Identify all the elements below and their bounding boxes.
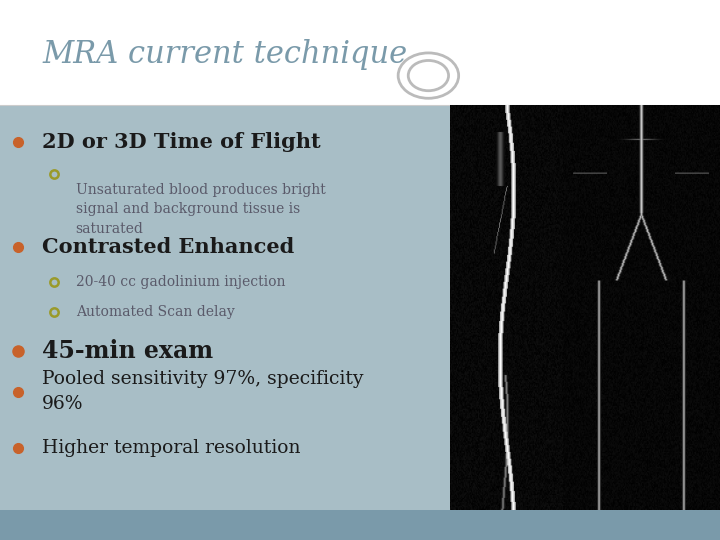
FancyBboxPatch shape xyxy=(0,510,720,540)
Text: Automated Scan delay: Automated Scan delay xyxy=(76,305,234,319)
FancyBboxPatch shape xyxy=(450,105,720,510)
Text: Higher temporal resolution: Higher temporal resolution xyxy=(42,439,300,457)
Text: Pooled sensitivity 97%, specificity
96%: Pooled sensitivity 97%, specificity 96% xyxy=(42,370,364,413)
FancyBboxPatch shape xyxy=(0,0,720,105)
Text: 20-40 cc gadolinium injection: 20-40 cc gadolinium injection xyxy=(76,275,285,289)
Text: Unsaturated blood produces bright
signal and background tissue is
saturated: Unsaturated blood produces bright signal… xyxy=(76,183,325,235)
Text: 45-min exam: 45-min exam xyxy=(42,339,213,363)
Text: MRA current technique: MRA current technique xyxy=(42,39,408,70)
Text: 2D or 3D Time of Flight: 2D or 3D Time of Flight xyxy=(42,132,320,152)
Text: Contrasted Enhanced: Contrasted Enhanced xyxy=(42,237,294,258)
FancyBboxPatch shape xyxy=(0,105,450,510)
